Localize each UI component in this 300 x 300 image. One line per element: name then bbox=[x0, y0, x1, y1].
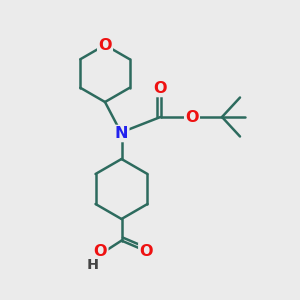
Text: O: O bbox=[185, 110, 199, 124]
Text: O: O bbox=[139, 244, 153, 259]
Text: O: O bbox=[154, 81, 167, 96]
Text: N: N bbox=[115, 126, 128, 141]
Text: O: O bbox=[94, 244, 107, 259]
Text: H: H bbox=[87, 258, 99, 272]
Text: O: O bbox=[98, 38, 112, 52]
